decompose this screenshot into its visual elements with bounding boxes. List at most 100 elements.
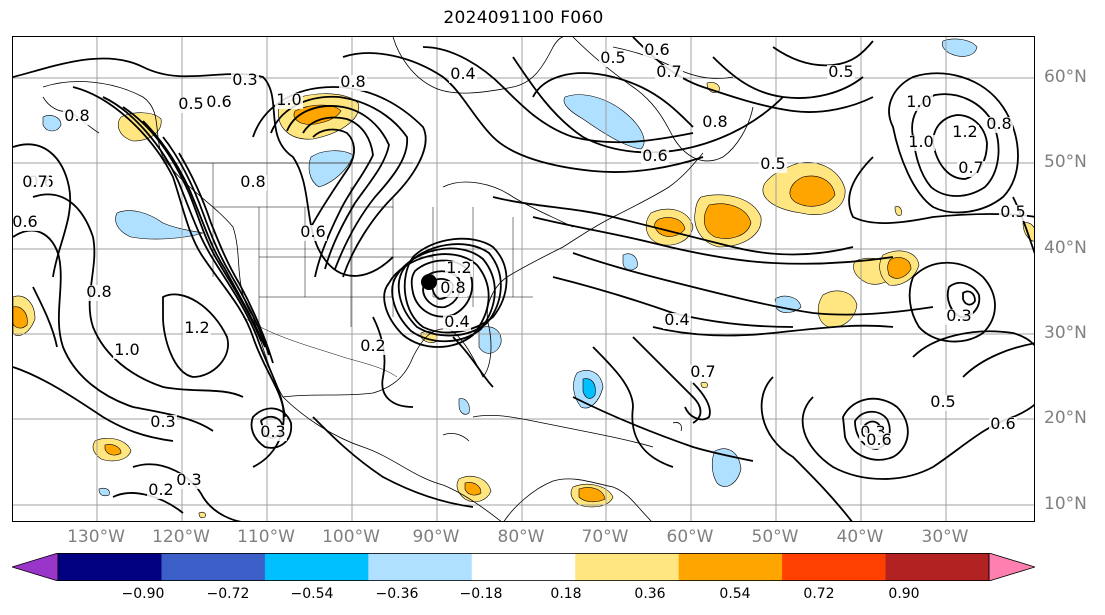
lat-lon-grid	[13, 37, 1034, 521]
contour-label-bg	[655, 65, 683, 81]
lon-label: 70°W	[581, 527, 629, 547]
lon-label: 100°W	[322, 527, 380, 547]
contour-label-bg	[275, 93, 303, 109]
contour-label: 0.8	[64, 106, 89, 125]
contour-label-bg	[205, 95, 233, 111]
contour-label-bg	[759, 157, 787, 173]
contour-label-bg	[999, 205, 1027, 221]
colorbar-tick: −0.54	[290, 586, 334, 602]
contour-label: 0.6	[990, 414, 1015, 433]
contour-label-bg	[957, 161, 985, 177]
lat-label: 50°N	[1044, 152, 1087, 172]
contour-label: 1.2	[446, 258, 471, 277]
contour-label: 0.6	[642, 146, 667, 165]
contour-label: 0.8	[702, 112, 727, 131]
contour-label: 0.8	[240, 172, 265, 191]
shade-orange	[887, 257, 912, 279]
colorbar-segment	[885, 553, 990, 581]
colorbar-extend-high	[988, 553, 1035, 581]
contour-label-bg	[985, 117, 1013, 133]
contour-label: 0.6	[300, 222, 325, 241]
contour-label-bg	[149, 415, 177, 431]
colorbar-segment	[264, 553, 369, 581]
contour-label: 0.6	[13, 212, 38, 231]
contour-label: 0.5	[1000, 202, 1025, 221]
contour-label-bg	[175, 473, 203, 489]
contour-label: 0.7	[656, 62, 681, 81]
lon-label: 40°W	[836, 527, 884, 547]
shade-orange	[104, 444, 122, 456]
contour-label: 0.3	[946, 306, 971, 325]
lon-label: 110°W	[237, 527, 295, 547]
storm-center-marker	[421, 274, 437, 290]
colorbar-segment	[368, 553, 473, 581]
shade-yellow	[700, 381, 708, 389]
shade-blue	[941, 38, 978, 57]
lat-label: 60°N	[1044, 67, 1087, 87]
shade-yellow	[894, 206, 902, 216]
shade-blue	[458, 398, 470, 415]
colorbar-tick: 0.18	[550, 586, 582, 602]
contour-label-bg	[183, 321, 211, 337]
contour-label-bg	[449, 67, 477, 83]
lon-label: 50°W	[751, 527, 799, 547]
colorbar-tick: 0.54	[719, 586, 751, 602]
map-panel[interactable]: 0.30.50.60.81.00.80.60.80.60.40.51.01.20…	[12, 36, 1035, 522]
contour-label-bg	[865, 433, 893, 449]
lon-label: 30°W	[921, 527, 969, 547]
contour-label-bg	[231, 73, 259, 89]
contours	[13, 37, 1034, 521]
shade-orange	[703, 203, 752, 239]
contour-label-bg	[827, 65, 855, 81]
contour-label-bg	[177, 97, 205, 113]
contour-label-bg	[13, 215, 39, 231]
contour-label: 1.0	[906, 92, 931, 111]
shade-yellow	[817, 290, 858, 328]
shade-blue	[711, 448, 742, 487]
contour-label: 0.3	[260, 422, 285, 441]
contour-label: 0.3	[150, 412, 175, 431]
contour-label: 0.8	[986, 114, 1011, 133]
contour-label: 0.8	[86, 282, 111, 301]
contour-label: 0.5	[760, 154, 785, 173]
colorbar-tick: 0.36	[634, 586, 666, 602]
shade-blue	[563, 94, 645, 150]
shade-orange	[789, 175, 836, 207]
contour-label: 0.6	[866, 430, 891, 449]
contour-label: 0.5	[178, 94, 203, 113]
contour-labels: 0.30.50.60.81.00.80.60.80.60.40.51.01.20…	[13, 40, 1027, 499]
colorbar-segment	[161, 553, 266, 581]
shade-blue	[478, 326, 502, 354]
lon-label: 80°W	[497, 527, 545, 547]
colorbar-tick: −0.72	[206, 586, 250, 602]
shade-orange	[578, 487, 606, 503]
shade-blue	[774, 295, 802, 313]
contour-label-bg	[599, 51, 627, 67]
contour-label: 1.0	[276, 90, 301, 109]
colorbar-segment	[782, 553, 887, 581]
colorbar-tick: −0.36	[375, 586, 419, 602]
weather-map: 0.30.50.60.81.00.80.60.80.60.40.51.01.20…	[13, 37, 1034, 521]
contour-label: 0.5	[930, 392, 955, 411]
colorbar-tick: −0.18	[459, 586, 503, 602]
contour-label: 0.4	[664, 310, 689, 329]
contour-label-bg	[641, 149, 669, 165]
coastlines	[42, 37, 754, 521]
colorbar-segment	[575, 553, 680, 581]
colorbar-tick: 0.90	[888, 586, 920, 602]
contour-label-bg	[113, 343, 141, 359]
contour-label: 0.6	[206, 92, 231, 111]
colorbar-extend-low	[12, 553, 59, 581]
lon-label: 120°W	[152, 527, 210, 547]
contour-label: 0.4	[450, 64, 475, 83]
contour-label: 1.0	[908, 132, 933, 151]
contour-label: 1.0	[114, 340, 139, 359]
shade-blue	[622, 253, 638, 271]
contour-label: 0.2	[148, 480, 173, 499]
contour-label-bg	[905, 95, 933, 111]
contour-label: 0.3	[232, 70, 257, 89]
shade-cyan	[582, 378, 596, 399]
contour-label-bg	[929, 395, 957, 411]
contour-label: 0.5	[828, 62, 853, 81]
colorbar-border	[57, 553, 990, 581]
